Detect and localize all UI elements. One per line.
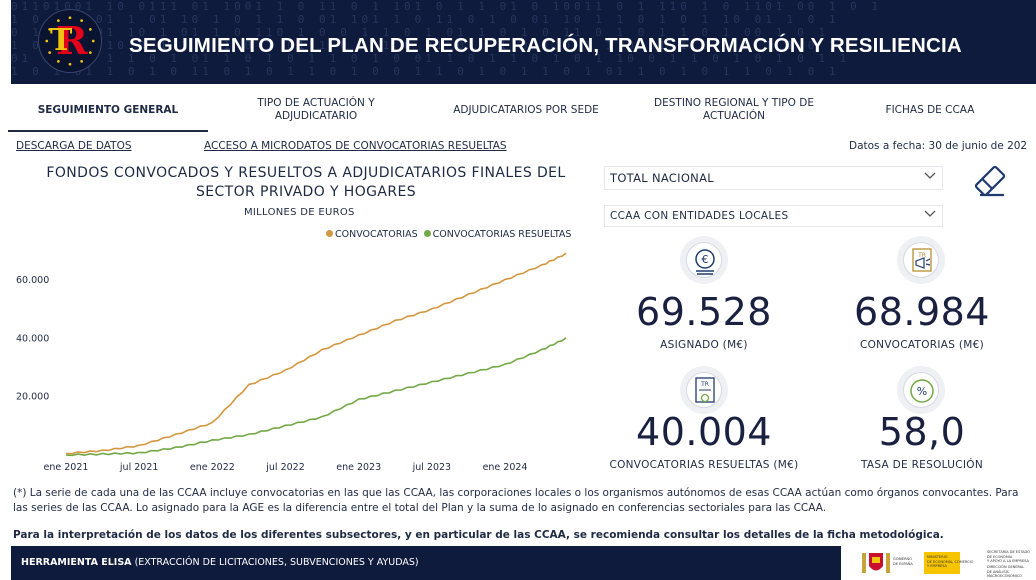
percent-glyph: %: [910, 379, 934, 403]
binary-background: 01101001 10 0111 01 1001 1 0 11 0 1 101 …: [11, 0, 883, 78]
legend-dot: [326, 230, 333, 237]
icon-circle: %: [903, 372, 939, 408]
x-tick-label: ene 2022: [190, 462, 235, 473]
x-tick-label: jul 2022: [265, 462, 305, 473]
chart-subtitle: MILLONES DE EUROS: [244, 207, 355, 218]
x-tick-label: ene 2024: [483, 462, 528, 473]
x-tick-label: jul 2021: [119, 462, 159, 473]
svg-text:TR: TR: [917, 252, 926, 259]
coat-of-arms-icon: [862, 553, 890, 573]
svg-text:€: €: [702, 253, 709, 266]
footnote: (*) La serie de cada una de las CCAA inc…: [13, 487, 1019, 514]
tab-seguimiento-general[interactable]: SEGUIMIENTO GENERAL: [37, 104, 179, 116]
y-tick-label: 60.000: [16, 275, 49, 286]
kpi-convocatorias-label: CONVOCATORIAS (M€): [859, 339, 984, 351]
gov-text: GOBIERNO DE ESPAÑA: [893, 557, 913, 566]
y-tick-label: 40.000: [16, 333, 49, 344]
icon-circle: €: [686, 242, 722, 278]
kpi-asignado-label: ASIGNADO (M€): [660, 339, 748, 351]
x-tick-label: ene 2021: [44, 462, 89, 473]
chart-title: FONDOS CONVOCADOS Y RESUELTOS A ADJUDICA…: [46, 165, 566, 200]
region-dropdown-value: TOTAL NACIONAL: [610, 171, 714, 185]
megaphone-document-glyph: TR: [912, 248, 932, 272]
legend-label: CONVOCATORIAS RESUELTAS: [432, 229, 572, 240]
series-resueltas-line[interactable]: [65, 337, 567, 457]
footer-bar: HERRAMIENTA ELISA (EXTRACCIÓN DE LICITAC…: [11, 546, 1036, 580]
icon-circle: TR: [686, 372, 722, 408]
download-data-link[interactable]: DESCARGA DE DATOS: [16, 140, 132, 152]
kpi-asignado-value: 69.528: [636, 290, 772, 334]
chart-legend: CONVOCATORIAS CONVOCATORIAS RESUELTAS: [326, 229, 571, 240]
legend-dot: [423, 230, 431, 237]
percent-icon: %: [897, 366, 945, 414]
legend-item-convocatorias[interactable]: CONVOCATORIAS: [326, 229, 418, 240]
chevron-down-icon: [924, 172, 936, 179]
kpi-tasa-label: TASA DE RESOLUCIÓN: [860, 459, 984, 471]
tab-destino-regional[interactable]: DESTINO REGIONAL Y TIPO DE ACTUACIÓN: [654, 97, 814, 122]
y-tick-label: 20.000: [16, 392, 49, 403]
megaphone-document-icon: TR: [897, 236, 945, 284]
tab-tipo-actuacion[interactable]: TIPO DE ACTUACIÓN Y ADJUDICATARIO: [257, 97, 375, 122]
tab-adjudicatarios-sede[interactable]: ADJUDICATARIOS POR SEDE: [453, 104, 599, 116]
tool-description: (EXTRACCIÓN DE LICITACIONES, SUBVENCIONE…: [134, 557, 419, 568]
secretariat-text: SECRETARÍA DE ESTADO DE ECONOMÍA Y APOYO A…: [987, 550, 1030, 563]
certificate-icon: TR: [680, 366, 728, 414]
ministry-text: MINISTERIO DE ECONOMÍA, COMERCIO Y EMPRESA: [927, 555, 974, 568]
line-chart: 20.000 40.000 60.000 ene 2021 jul 2021 ene 20…: [16, 252, 567, 473]
legend-label: CONVOCATORIAS: [335, 229, 418, 240]
government-logo: GOBIERNO DE ESPAÑA MINISTERIO DE ECONOMÍA,…: [841, 546, 1036, 580]
tab-fichas-ccaa[interactable]: FICHAS DE CCAA: [885, 104, 975, 116]
euro-coin-icon: €: [680, 236, 728, 284]
x-tick-label: ene 2023: [336, 462, 381, 473]
svg-text:TR: TR: [700, 381, 709, 388]
footer-tool[interactable]: HERRAMIENTA ELISA (EXTRACCIÓN DE LICITAC…: [21, 557, 419, 568]
kpi-tasa-value: 58,0: [878, 410, 966, 454]
svg-text:%: %: [917, 385, 927, 398]
eraser-icon[interactable]: [970, 162, 1010, 200]
tool-name: HERRAMIENTA ELISA: [21, 557, 132, 568]
chevron-down-icon: [924, 210, 936, 217]
euro-coin-glyph: €: [695, 249, 715, 275]
kpi-resueltas-value: 40.004: [636, 410, 772, 454]
certificate-glyph: TR: [695, 377, 715, 403]
header-banner: 01101001 10 0111 01 1001 1 0 11 0 1 101 …: [11, 0, 1036, 84]
microdata-link[interactable]: ACCESO A MICRODATOS DE CONVOCATORIAS RES…: [204, 140, 507, 152]
region-dropdown[interactable]: TOTAL NACIONAL: [604, 166, 943, 190]
kpi-resueltas-label: CONVOCATORIAS RESUELTAS (M€): [609, 459, 799, 471]
directorate-text: DIRECCIÓN GENERAL DE ANÁLISIS MACROECONÓMI…: [987, 565, 1025, 578]
data-date: Datos a fecha: 30 de junio de 202: [849, 140, 1028, 152]
x-tick-label: jul 2023: [412, 462, 452, 473]
page-title: SEGUIMIENTO DEL PLAN DE RECUPERACIÓN, TR…: [129, 34, 962, 57]
ministry-block: [924, 552, 960, 574]
series-convocatorias-line[interactable]: [65, 252, 567, 455]
ccaa-dropdown-value: CCAA CON ENTIDADES LOCALES: [610, 210, 789, 222]
main-nav: SEGUIMIENTO GENERAL TIPO DE ACTUACIÓN Y …: [0, 88, 1036, 132]
active-tab-underline: [8, 130, 208, 132]
kpi-convocatorias-value: 68.984: [854, 290, 990, 334]
icon-circle: TR: [903, 242, 939, 278]
methodology-note: Para la interpretación de los datos de l…: [13, 529, 944, 541]
ccaa-dropdown[interactable]: CCAA CON ENTIDADES LOCALES: [604, 205, 943, 227]
eu-stars-icon: [45, 16, 95, 66]
legend-item-resueltas[interactable]: CONVOCATORIAS RESUELTAS: [423, 229, 572, 240]
